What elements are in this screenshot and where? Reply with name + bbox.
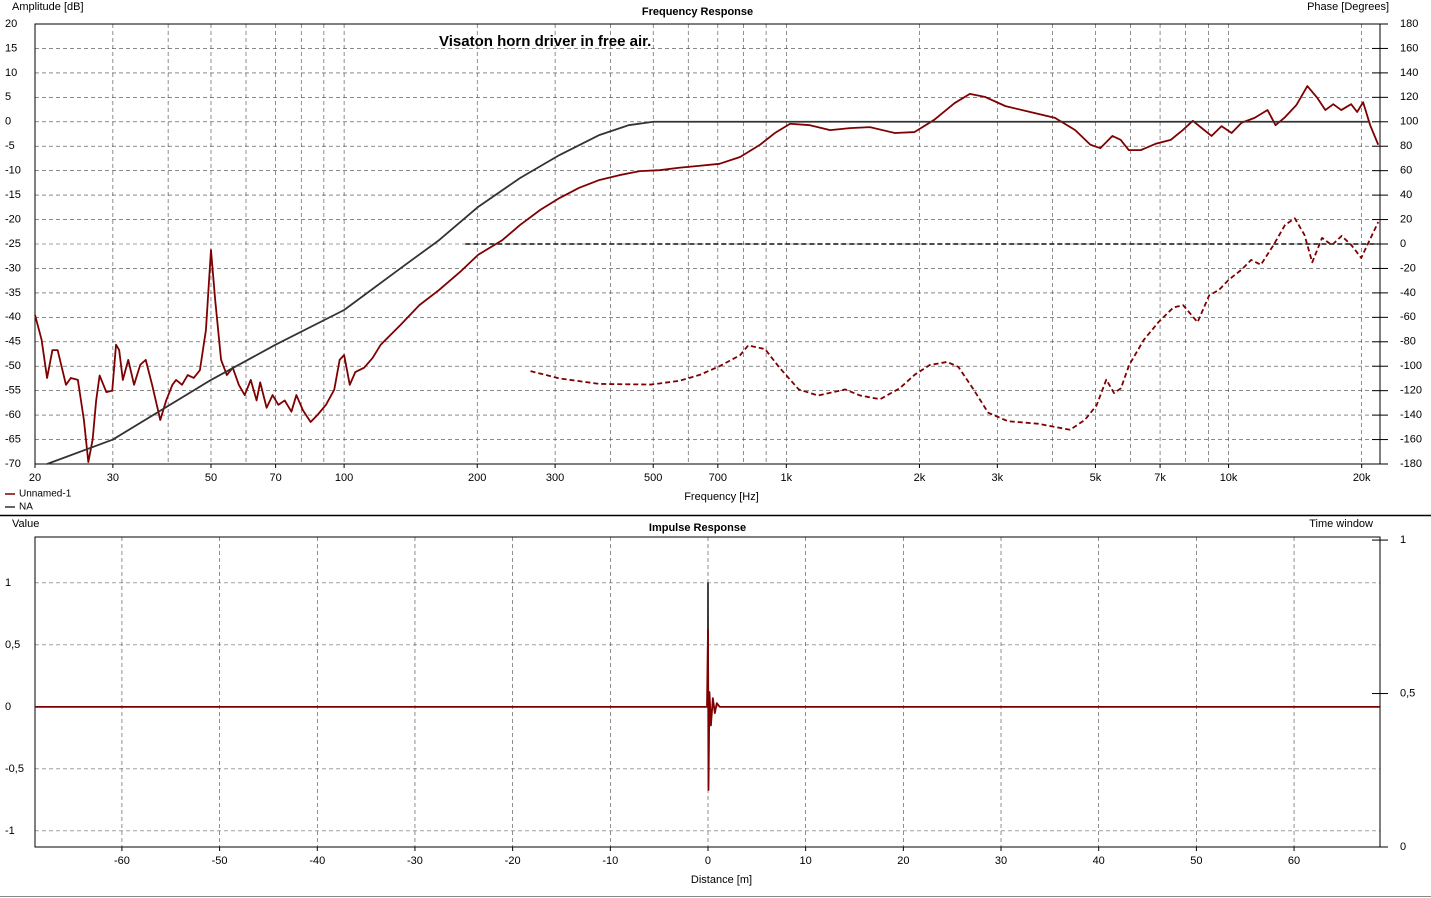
x-tick-label: 500 xyxy=(644,472,662,484)
y2-tick-label: -40 xyxy=(1400,287,1416,299)
x-tick-label: 50 xyxy=(1190,855,1202,867)
y-tick-label: -45 xyxy=(5,336,21,348)
chart-title: Impulse Response xyxy=(649,522,746,534)
y2-tick-label: 0,5 xyxy=(1400,687,1415,699)
y-tick-label: -5 xyxy=(5,140,15,152)
y2-tick-label: 120 xyxy=(1400,91,1418,103)
y-tick-label: -25 xyxy=(5,238,21,250)
y-tick-label: 0 xyxy=(5,116,11,128)
series-line xyxy=(34,85,1380,463)
x-tick-label: 50 xyxy=(205,472,217,484)
x-tick-label: -60 xyxy=(114,855,130,867)
y-tick-label: -65 xyxy=(5,433,21,445)
y-axis-label: Value xyxy=(12,518,39,530)
y2-tick-label: 160 xyxy=(1400,42,1418,54)
y2-axis-label: Phase [Degrees] xyxy=(1307,1,1389,13)
x-tick-label: 3k xyxy=(992,472,1004,484)
x-tick-label: 60 xyxy=(1288,855,1300,867)
x-tick-label: 70 xyxy=(269,472,281,484)
y2-tick-label: -180 xyxy=(1400,458,1422,470)
y2-tick-label: 1 xyxy=(1400,534,1406,546)
x-tick-label: -50 xyxy=(212,855,228,867)
x-tick-label: -30 xyxy=(407,855,423,867)
x-tick-label: 20 xyxy=(29,472,41,484)
chart-title: Frequency Response xyxy=(642,6,753,18)
y-tick-label: 0 xyxy=(5,701,11,713)
y-axis-label: Amplitude [dB] xyxy=(12,1,84,13)
y2-tick-label: 20 xyxy=(1400,213,1412,225)
legend-label: Unnamed-1 xyxy=(19,489,72,500)
y-tick-label: -40 xyxy=(5,311,21,323)
y2-tick-label: 80 xyxy=(1400,140,1412,152)
y2-tick-label: 140 xyxy=(1400,67,1418,79)
y-tick-label: -0,5 xyxy=(5,763,24,775)
x-tick-label: 10k xyxy=(1220,472,1238,484)
y2-tick-label: -160 xyxy=(1400,433,1422,445)
y-tick-label: -60 xyxy=(5,409,21,421)
y2-tick-label: -100 xyxy=(1400,360,1422,372)
y-tick-label: -35 xyxy=(5,287,21,299)
x-tick-label: 20k xyxy=(1353,472,1371,484)
x-tick-label: 0 xyxy=(705,855,711,867)
y-tick-label: -50 xyxy=(5,360,21,372)
y-tick-label: -20 xyxy=(5,213,21,225)
x-axis-label: Frequency [Hz] xyxy=(684,491,759,503)
y2-tick-label: -60 xyxy=(1400,311,1416,323)
y2-tick-label: 0 xyxy=(1400,841,1406,853)
x-tick-label: 200 xyxy=(468,472,486,484)
x-tick-label: 30 xyxy=(107,472,119,484)
x-tick-label: 10 xyxy=(800,855,812,867)
series-line xyxy=(530,217,1380,431)
x-tick-label: -20 xyxy=(505,855,521,867)
series-line xyxy=(46,120,1371,465)
y2-tick-label: -20 xyxy=(1400,262,1416,274)
annotation: Visaton horn driver in free air. xyxy=(439,33,651,50)
x-tick-label: 300 xyxy=(546,472,564,484)
x-axis-label: Distance [m] xyxy=(691,874,752,886)
x-tick-label: 7k xyxy=(1154,472,1166,484)
y2-tick-label: 60 xyxy=(1400,165,1412,177)
y2-tick-label: -140 xyxy=(1400,409,1422,421)
x-tick-label: 100 xyxy=(335,472,353,484)
y-tick-label: -15 xyxy=(5,189,21,201)
y-tick-label: -70 xyxy=(5,458,21,470)
y-tick-label: -55 xyxy=(5,385,21,397)
y-tick-label: 5 xyxy=(5,91,11,103)
y-tick-label: 0,5 xyxy=(5,639,20,651)
x-tick-label: 20 xyxy=(897,855,909,867)
y-tick-label: 1 xyxy=(5,577,11,589)
y2-tick-label: 0 xyxy=(1400,238,1406,250)
y2-tick-label: 100 xyxy=(1400,116,1418,128)
x-tick-label: 5k xyxy=(1090,472,1102,484)
x-tick-label: 40 xyxy=(1093,855,1105,867)
x-tick-label: -40 xyxy=(309,855,325,867)
y-tick-label: -10 xyxy=(5,165,21,177)
legend-label: NA xyxy=(19,502,33,513)
y2-tick-label: -120 xyxy=(1400,385,1422,397)
y2-tick-label: -80 xyxy=(1400,336,1416,348)
y2-tick-label: 180 xyxy=(1400,18,1418,30)
y-tick-label: -1 xyxy=(5,825,15,837)
series-line xyxy=(35,629,1380,791)
x-tick-label: -10 xyxy=(602,855,618,867)
x-tick-label: 30 xyxy=(995,855,1007,867)
y-tick-label: -30 xyxy=(5,262,21,274)
y2-tick-label: 40 xyxy=(1400,189,1412,201)
x-tick-label: 1k xyxy=(781,472,793,484)
x-tick-label: 2k xyxy=(914,472,926,484)
x-tick-label: 700 xyxy=(709,472,727,484)
y-tick-label: 10 xyxy=(5,67,17,79)
y-tick-label: 20 xyxy=(5,18,17,30)
y-tick-label: 15 xyxy=(5,42,17,54)
y2-axis-label: Time window xyxy=(1309,518,1373,530)
